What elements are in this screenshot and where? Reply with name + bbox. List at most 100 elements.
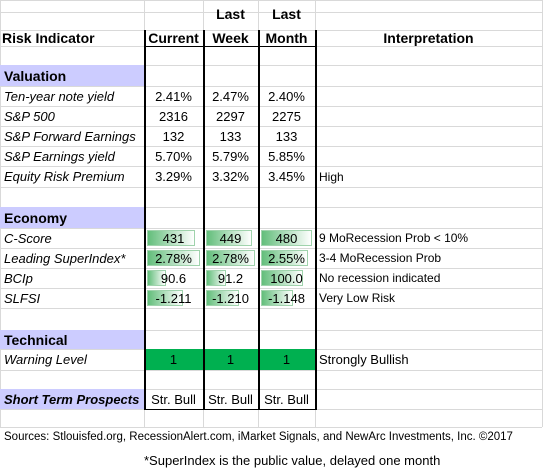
footnote-superindex: *SuperIndex is the public value, delayed…: [144, 452, 441, 468]
cell-interpretation: Strongly Bullish: [319, 352, 409, 367]
row-label: Equity Risk Premium: [4, 169, 125, 184]
grid-row-line: [0, 0, 542, 1]
grid-row-line: [0, 207, 542, 208]
cell-last-week: 5.79%: [212, 148, 249, 164]
header-last-week-line1: Last: [216, 6, 245, 22]
cell-last-month: 2.55%: [268, 250, 305, 266]
header-interpretation: Interpretation: [383, 30, 474, 46]
grid-row-line: [0, 228, 542, 229]
data-bar: [147, 250, 200, 266]
cell-last-month: 3.45%: [268, 169, 305, 184]
cell-interpretation: [315, 126, 542, 146]
grid-col-line: [542, 0, 543, 427]
cell-last-week: 133: [219, 128, 242, 144]
cell-interpretation: [315, 146, 542, 166]
prospects-last-month: Str. Bull: [264, 391, 309, 407]
cell-current: -1.211: [155, 290, 192, 306]
grid-row-line: [0, 389, 542, 390]
row-label: BCIp: [4, 270, 33, 286]
prospects-current: Str. Bull: [151, 391, 196, 407]
cell-last-month: -1.148: [268, 290, 305, 306]
cell-current: 132: [162, 128, 185, 144]
cell-last-month: 2.40%: [268, 88, 305, 104]
grid-row-line: [0, 106, 542, 107]
cell-last-month: 5.85%: [268, 148, 305, 164]
grid-row-line: [0, 268, 542, 269]
cell-current: 2.41%: [155, 88, 192, 104]
cell-last-week: 2.78%: [212, 250, 249, 266]
data-bar: [261, 290, 293, 306]
cell-last-week: 91.2: [217, 270, 244, 286]
header-current: Current: [148, 30, 199, 46]
cell-current: 2.78%: [155, 250, 192, 266]
cell-last-month: 480: [275, 230, 298, 246]
row-label: S&P Forward Earnings: [4, 128, 136, 144]
data-bar: [206, 250, 255, 266]
data-bar: [261, 250, 308, 266]
cell-last-week: 2.47%: [212, 88, 249, 104]
footer-top-line: [0, 427, 542, 428]
data-bar: [206, 270, 226, 286]
grid-row-line: [0, 12, 542, 13]
prospects-last-week: Str. Bull: [208, 391, 253, 407]
column-divider: [315, 30, 317, 409]
row-label: SLFSI: [4, 290, 41, 306]
cell-interpretation: 3-4 MoRecession Prob: [319, 251, 442, 265]
section-economy: Economy: [0, 207, 144, 228]
data-bar: [261, 230, 312, 246]
data-bar: [261, 270, 303, 286]
cell-current: 90.6: [160, 270, 187, 286]
cell-interpretation: 9 MoRecession Prob < 10%: [319, 231, 469, 245]
table-bottom-rule: [144, 409, 317, 410]
grid-row-line: [0, 330, 542, 331]
header-last-month-line1: Last: [272, 6, 301, 22]
column-divider: [144, 30, 146, 409]
cell-last-week: 2297: [216, 108, 245, 124]
cell-last-month: 2275: [272, 108, 301, 124]
data-bar: [147, 270, 166, 286]
cell-last-week: 1: [203, 349, 258, 370]
grid-row-line: [0, 370, 542, 371]
grid-row-line: [0, 308, 542, 309]
row-label: S&P 500: [4, 108, 55, 124]
cell-last-week: 449: [219, 230, 242, 246]
cell-interpretation: High: [319, 169, 344, 184]
grid-row-line: [0, 126, 542, 127]
sources-text: Sources: Stlouisfed.org, RecessionAlert.…: [4, 431, 513, 444]
column-divider: [258, 30, 260, 409]
cell-interpretation: Very Low Risk: [319, 291, 396, 305]
data-bar: [147, 230, 195, 246]
cell-interpretation: [315, 86, 542, 106]
grid-row-line: [0, 166, 542, 167]
cell-last-month: 100.0: [270, 270, 303, 286]
cell-current: 3.29%: [155, 169, 192, 184]
cell-current: 1: [144, 349, 203, 370]
cell-interpretation: No recession indicated: [319, 271, 441, 285]
header-risk-indicator: Risk Indicator: [2, 30, 95, 46]
grid-row-line: [0, 65, 542, 66]
cell-last-week: -1.210: [212, 290, 249, 306]
grid-row-line: [0, 288, 542, 289]
grid-row-line: [0, 248, 542, 249]
cell-current: 2316: [159, 108, 188, 124]
data-bar: [206, 230, 252, 246]
cell-last-month: 133: [275, 128, 298, 144]
grid-row-line: [0, 86, 542, 87]
column-divider: [203, 30, 205, 409]
cell-current: 431: [162, 230, 185, 246]
header-underline: [144, 46, 317, 47]
row-label: C-Score: [4, 230, 52, 246]
row-label: Ten-year note yield: [4, 88, 115, 104]
cell-last-month: 1: [258, 349, 315, 370]
row-label: S&P Earnings yield: [4, 148, 115, 164]
cell-interpretation: [315, 106, 542, 126]
row-label: Warning Level: [4, 352, 87, 367]
header-last-month-line2: Month: [265, 30, 308, 46]
grid-row-line: [0, 30, 542, 31]
data-bar: [206, 290, 239, 306]
grid-row-line: [0, 187, 542, 188]
data-bar: [147, 290, 183, 306]
header-last-week-line2: Week: [212, 30, 249, 46]
section-technical: Technical: [0, 330, 144, 349]
